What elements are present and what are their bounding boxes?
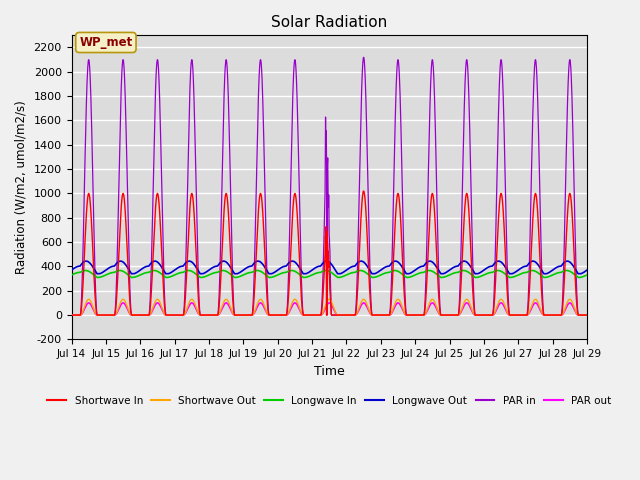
- X-axis label: Time: Time: [314, 365, 344, 378]
- Title: Solar Radiation: Solar Radiation: [271, 15, 387, 30]
- Legend: Shortwave In, Shortwave Out, Longwave In, Longwave Out, PAR in, PAR out: Shortwave In, Shortwave Out, Longwave In…: [44, 392, 615, 410]
- Text: WP_met: WP_met: [79, 36, 132, 49]
- Y-axis label: Radiation (W/m2, umol/m2/s): Radiation (W/m2, umol/m2/s): [15, 100, 28, 274]
